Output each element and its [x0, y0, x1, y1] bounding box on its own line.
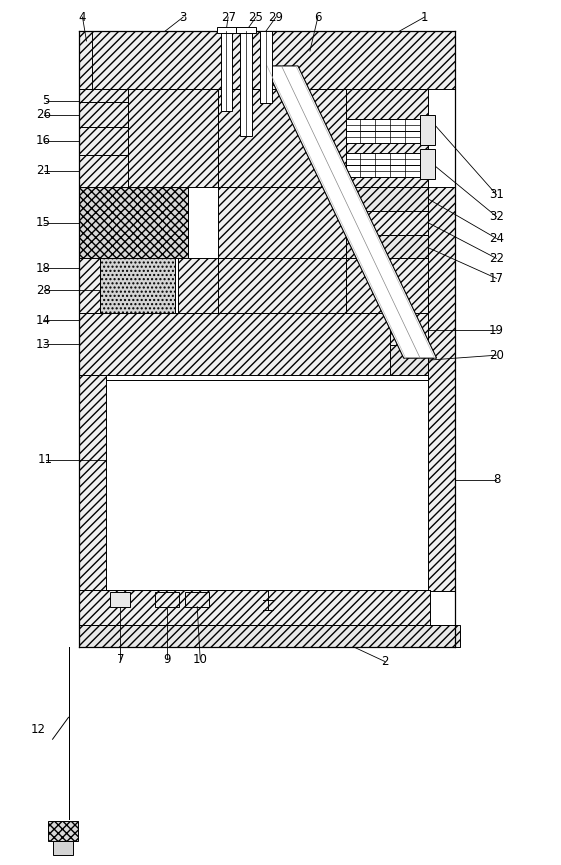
Bar: [218, 259, 346, 313]
Bar: [346, 235, 427, 259]
Bar: [346, 119, 421, 131]
Text: 18: 18: [36, 262, 51, 275]
Text: 7: 7: [117, 653, 124, 666]
Bar: [346, 131, 421, 143]
Bar: [79, 127, 128, 155]
Bar: [420, 149, 435, 179]
Bar: [90, 31, 454, 89]
Bar: [346, 259, 427, 313]
Polygon shape: [390, 345, 427, 375]
Text: 17: 17: [489, 272, 504, 285]
Text: 19: 19: [489, 324, 504, 336]
Bar: [79, 187, 188, 259]
Bar: [427, 187, 454, 591]
Text: 8: 8: [493, 473, 500, 486]
Text: 21: 21: [36, 164, 51, 177]
Text: 12: 12: [31, 723, 46, 736]
Bar: [346, 187, 427, 259]
Bar: [218, 89, 346, 187]
Bar: [107, 380, 427, 590]
Text: 4: 4: [79, 10, 86, 23]
Bar: [346, 210, 427, 235]
Text: 16: 16: [36, 134, 51, 147]
Text: 11: 11: [38, 453, 53, 466]
Text: 1: 1: [421, 10, 429, 23]
Text: 22: 22: [489, 252, 504, 265]
Bar: [79, 89, 178, 102]
Bar: [221, 31, 232, 111]
Text: 20: 20: [489, 349, 504, 362]
Bar: [79, 375, 107, 590]
Text: 2: 2: [381, 655, 388, 668]
Text: 13: 13: [36, 337, 51, 350]
Bar: [178, 259, 218, 313]
Polygon shape: [390, 313, 427, 345]
Text: 31: 31: [489, 188, 504, 201]
Bar: [79, 31, 93, 89]
Bar: [79, 259, 100, 313]
Text: 32: 32: [489, 210, 504, 223]
Text: 25: 25: [249, 10, 264, 23]
Text: 14: 14: [36, 314, 51, 327]
Text: 9: 9: [163, 653, 171, 666]
Bar: [346, 153, 421, 164]
Text: 3: 3: [180, 10, 187, 23]
Bar: [346, 164, 421, 176]
Text: 5: 5: [42, 94, 49, 107]
Bar: [79, 102, 128, 127]
Bar: [79, 590, 430, 625]
Bar: [48, 821, 77, 841]
Bar: [155, 592, 180, 606]
Bar: [236, 27, 256, 33]
Bar: [79, 155, 128, 187]
Bar: [217, 27, 236, 33]
Bar: [185, 592, 209, 606]
Bar: [107, 375, 427, 380]
Bar: [100, 259, 175, 313]
Bar: [111, 592, 130, 606]
Text: 27: 27: [220, 10, 236, 23]
Bar: [260, 31, 272, 103]
Bar: [79, 625, 459, 648]
Bar: [79, 313, 427, 375]
Bar: [420, 115, 435, 144]
Bar: [128, 89, 218, 187]
Bar: [346, 187, 427, 210]
Text: 28: 28: [36, 284, 51, 297]
Text: 24: 24: [489, 232, 504, 245]
Bar: [53, 841, 72, 855]
Text: 29: 29: [269, 10, 283, 23]
Polygon shape: [265, 66, 436, 358]
Bar: [218, 187, 346, 259]
Text: 26: 26: [36, 108, 51, 121]
Text: 15: 15: [36, 216, 51, 229]
Text: 10: 10: [193, 653, 208, 666]
Bar: [240, 31, 252, 136]
Bar: [346, 89, 427, 187]
Text: 6: 6: [314, 10, 321, 23]
